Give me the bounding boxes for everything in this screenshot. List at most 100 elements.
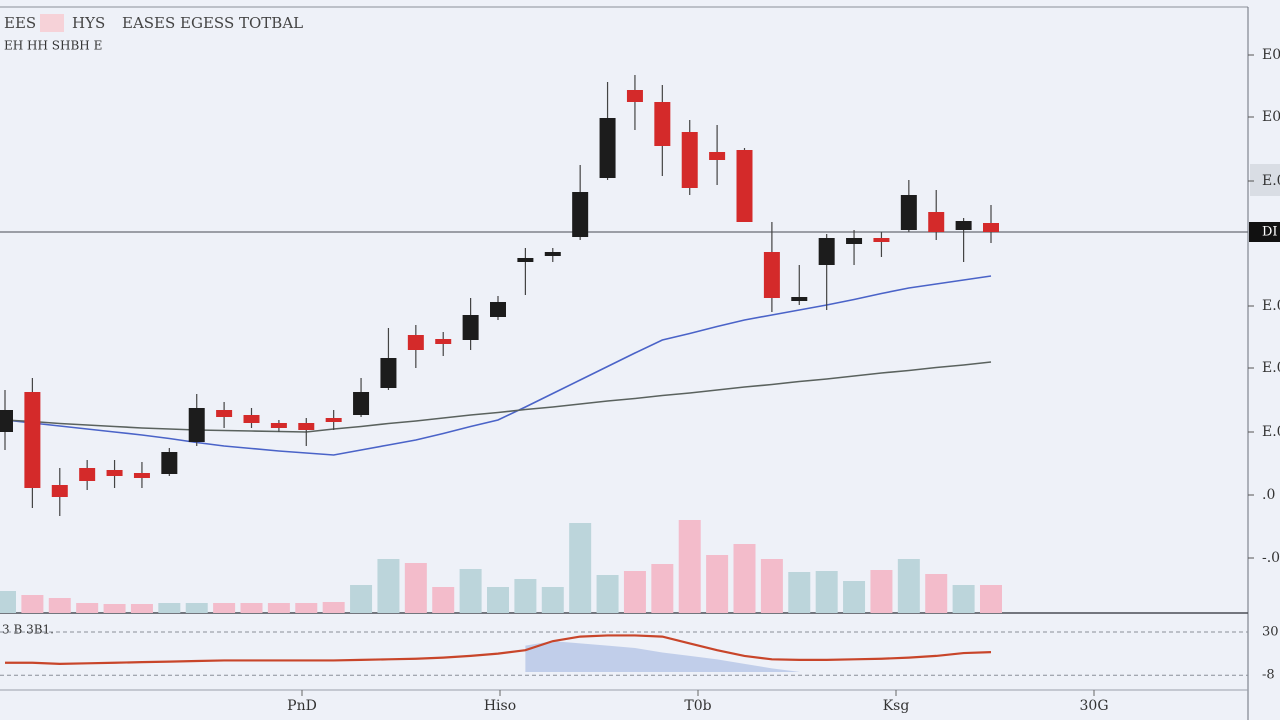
- volume-bar: [295, 603, 318, 613]
- candle-body: [462, 315, 479, 340]
- candle-body: [270, 423, 287, 428]
- volume-bar: [267, 603, 290, 613]
- y-tick-label: E.0: [1262, 298, 1280, 314]
- volume-bar: [925, 574, 948, 613]
- oscillator-area: [525, 641, 800, 672]
- candle-body: [435, 339, 452, 344]
- price-label: DI: [1262, 225, 1278, 240]
- y-tick-label: -.0: [1262, 550, 1280, 566]
- y-tick-label: .0: [1262, 487, 1275, 503]
- volume-bar: [596, 575, 619, 613]
- osc-tick-label: -8: [1262, 668, 1275, 683]
- volume-bar: [678, 520, 701, 613]
- volume-bar: [897, 559, 920, 613]
- volume-bar: [815, 571, 838, 613]
- volume-bar: [377, 559, 400, 613]
- candle-body: [380, 358, 397, 388]
- volume-bar: [350, 585, 373, 613]
- volume-bar: [103, 604, 126, 613]
- volume-bar: [322, 602, 345, 613]
- candle-body: [188, 408, 205, 442]
- volume-bar: [651, 564, 674, 613]
- volume-bar: [733, 544, 756, 613]
- candle-body: [243, 415, 260, 423]
- y-tick-label: E.0: [1262, 360, 1280, 376]
- candle-body: [325, 418, 342, 422]
- candle-body: [161, 452, 178, 474]
- candle-body: [216, 410, 233, 417]
- candle-body: [873, 238, 890, 242]
- axis-highlight: [1250, 164, 1280, 196]
- y-tick-label: E.0: [1262, 424, 1280, 440]
- header-text: EES: [4, 14, 36, 32]
- volume-bar: [158, 603, 181, 613]
- osc-tick-label: 30: [1262, 625, 1279, 640]
- candle-body: [298, 423, 315, 430]
- volume-bar: [459, 569, 482, 613]
- candle-body: [983, 223, 999, 232]
- candle-body: [900, 195, 917, 230]
- volume-bar: [213, 603, 236, 613]
- candle-body: [736, 150, 753, 222]
- candle-body: [599, 118, 616, 178]
- header-text: HYS: [72, 14, 105, 32]
- volume-bar: [788, 572, 811, 613]
- volume-bar: [432, 587, 455, 613]
- candle-body: [0, 410, 13, 432]
- header-text: EASES EGESS TOTBAL: [122, 14, 303, 32]
- x-tick-label: T0b: [684, 698, 711, 714]
- x-tick-label: Hiso: [484, 698, 516, 714]
- y-tick-label: E.0: [1262, 173, 1280, 189]
- candle-body: [407, 335, 424, 350]
- volume-bar: [76, 603, 99, 613]
- header-swatch: [40, 14, 64, 32]
- volume-bar: [623, 571, 646, 613]
- volume-bar: [0, 591, 16, 613]
- candle-body: [846, 238, 863, 244]
- candle-body: [51, 485, 68, 497]
- candle-body: [572, 192, 589, 237]
- candle-body: [79, 468, 96, 481]
- y-tick-label: E0: [1262, 109, 1280, 125]
- candle-body: [709, 152, 726, 160]
- candle-body: [928, 212, 945, 232]
- candle-body: [517, 258, 534, 262]
- candle-body: [626, 90, 643, 102]
- volume-bar: [980, 585, 1002, 613]
- subheader: EH HH SHBH E: [4, 39, 102, 53]
- volume-bar: [952, 585, 975, 613]
- volume-bar: [870, 570, 893, 613]
- y-tick-label: E0: [1262, 47, 1280, 63]
- candle-body: [106, 470, 123, 476]
- candle-body: [763, 252, 780, 298]
- moving-average: [4, 361, 992, 433]
- candle-body: [818, 238, 835, 265]
- volume-bar: [130, 604, 153, 613]
- candle-body: [654, 102, 671, 146]
- candle-body: [353, 392, 370, 415]
- candle-body: [490, 302, 506, 317]
- volume-bar: [514, 579, 537, 613]
- candle-body: [133, 473, 150, 478]
- volume-bar: [185, 603, 208, 613]
- candle-body: [955, 221, 972, 230]
- candle-body: [544, 252, 561, 256]
- volume-bar: [569, 523, 592, 613]
- oscillator-label: 3 B 3B1.: [2, 623, 54, 637]
- candle-body: [681, 132, 698, 188]
- x-tick-label: PnD: [287, 698, 317, 714]
- volume-bar: [240, 603, 263, 613]
- volume-bar: [48, 598, 71, 613]
- candle-body: [791, 297, 808, 301]
- volume-bar: [843, 581, 866, 613]
- price-label-box: [1249, 222, 1280, 242]
- candle-body: [24, 392, 41, 488]
- x-tick-label: Ksg: [883, 698, 910, 714]
- volume-bar: [706, 555, 729, 613]
- volume-bar: [760, 559, 783, 613]
- oscillator-line: [5, 634, 992, 665]
- volume-bar: [21, 595, 44, 613]
- volume-bar: [404, 563, 427, 613]
